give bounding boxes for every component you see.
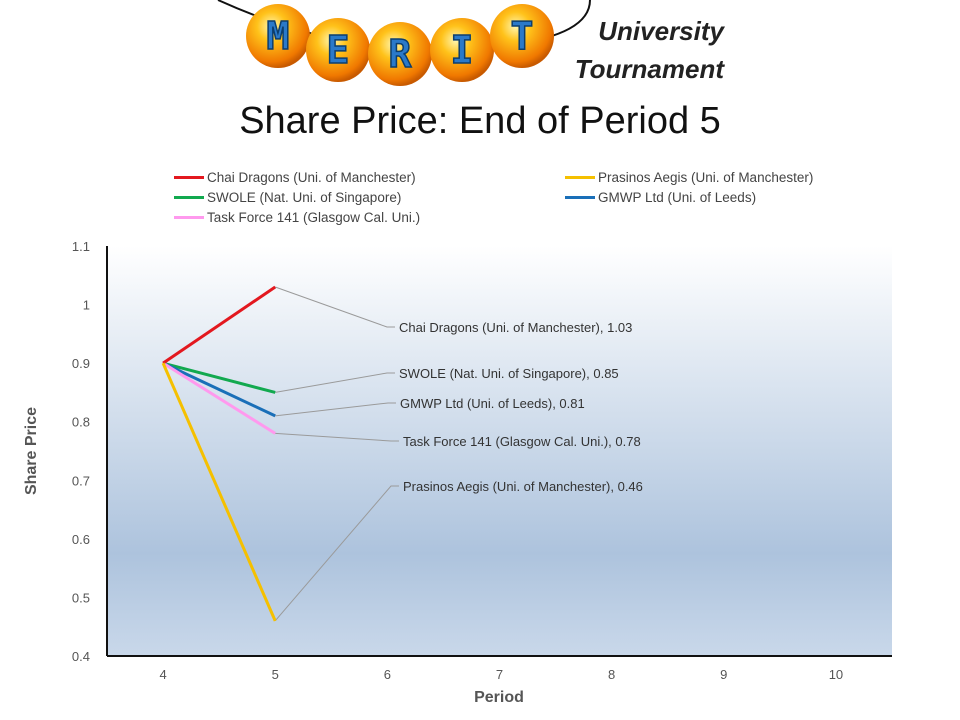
leader-line: [275, 286, 395, 328]
data-label: Chai Dragons (Uni. of Manchester), 1.03: [399, 320, 632, 335]
legend-swatch: [174, 175, 204, 179]
chart-title: Share Price: End of Period 5: [239, 100, 721, 142]
legend-label: SWOLE (Nat. Uni. of Singapore): [207, 189, 402, 205]
x-tick-label: 5: [272, 667, 279, 682]
brand-line-university: University: [598, 16, 724, 46]
logo-ball: [368, 22, 432, 86]
series-line: [162, 361, 276, 394]
series-line: [162, 361, 276, 418]
legend-swatch: [174, 195, 204, 199]
leader-line: [275, 432, 399, 442]
legend-label: Prasinos Aegis (Uni. of Manchester): [598, 169, 814, 185]
x-axis-title: Period: [474, 689, 524, 706]
plot-area: [107, 246, 892, 656]
logo-letter: M: [267, 14, 290, 58]
data-label: GMWP Ltd (Uni. of Leeds), 0.81: [400, 396, 585, 411]
data-label: Task Force 141 (Glasgow Cal. Uni.), 0.78: [403, 434, 641, 449]
leader-line: [275, 402, 396, 417]
legend-label: GMWP Ltd (Uni. of Leeds): [598, 189, 757, 205]
legend-item: Task Force 141 (Glasgow Cal. Uni.): [174, 208, 420, 226]
legend-swatch: [174, 215, 204, 219]
x-tick-label: 4: [159, 667, 166, 682]
x-tick-label: 8: [608, 667, 615, 682]
y-tick-label: 0.8: [72, 415, 90, 430]
logo-ball: [490, 4, 554, 68]
logo-letter: R: [389, 32, 412, 76]
legend-label: Chai Dragons (Uni. of Manchester): [207, 169, 416, 185]
y-tick-label: 0.7: [72, 473, 90, 488]
y-axis-title: Share Price: [23, 407, 40, 495]
y-tick-label: 1: [83, 298, 90, 313]
leader-line: [274, 485, 399, 622]
legend-item: Chai Dragons (Uni. of Manchester): [174, 168, 416, 186]
logo-ball: [306, 18, 370, 82]
x-tick-label: 9: [720, 667, 727, 682]
x-tick-label: 6: [384, 667, 391, 682]
y-tick-label: 1.1: [72, 239, 90, 254]
legend-label: Task Force 141 (Glasgow Cal. Uni.): [207, 209, 421, 225]
data-label: Prasinos Aegis (Uni. of Manchester), 0.4…: [403, 479, 643, 494]
legend-item: GMWP Ltd (Uni. of Leeds): [565, 188, 756, 206]
y-tick-label: 0.9: [72, 356, 90, 371]
logo-ball: [430, 18, 494, 82]
data-label: SWOLE (Nat. Uni. of Singapore), 0.85: [399, 366, 619, 381]
series-line: [162, 285, 277, 365]
brand-line-tournament: Tournament: [574, 54, 724, 84]
leader-line: [275, 372, 395, 393]
logo-letter: T: [511, 14, 534, 58]
legend-swatch: [565, 175, 595, 179]
y-tick-label: 0.6: [72, 532, 90, 547]
x-tick-label: 7: [496, 667, 503, 682]
series-line: [162, 361, 277, 435]
legend-swatch: [565, 195, 595, 199]
x-tick-label: 10: [829, 667, 843, 682]
logo-letter: E: [327, 28, 350, 72]
series-line: [161, 362, 277, 622]
y-tick-label: 0.5: [72, 590, 90, 605]
logo-letter: I: [451, 28, 474, 72]
legend-item: Prasinos Aegis (Uni. of Manchester): [565, 168, 813, 186]
y-tick-label: 0.4: [72, 649, 90, 664]
legend-item: SWOLE (Nat. Uni. of Singapore): [174, 188, 401, 206]
logo-ball: [246, 4, 310, 68]
